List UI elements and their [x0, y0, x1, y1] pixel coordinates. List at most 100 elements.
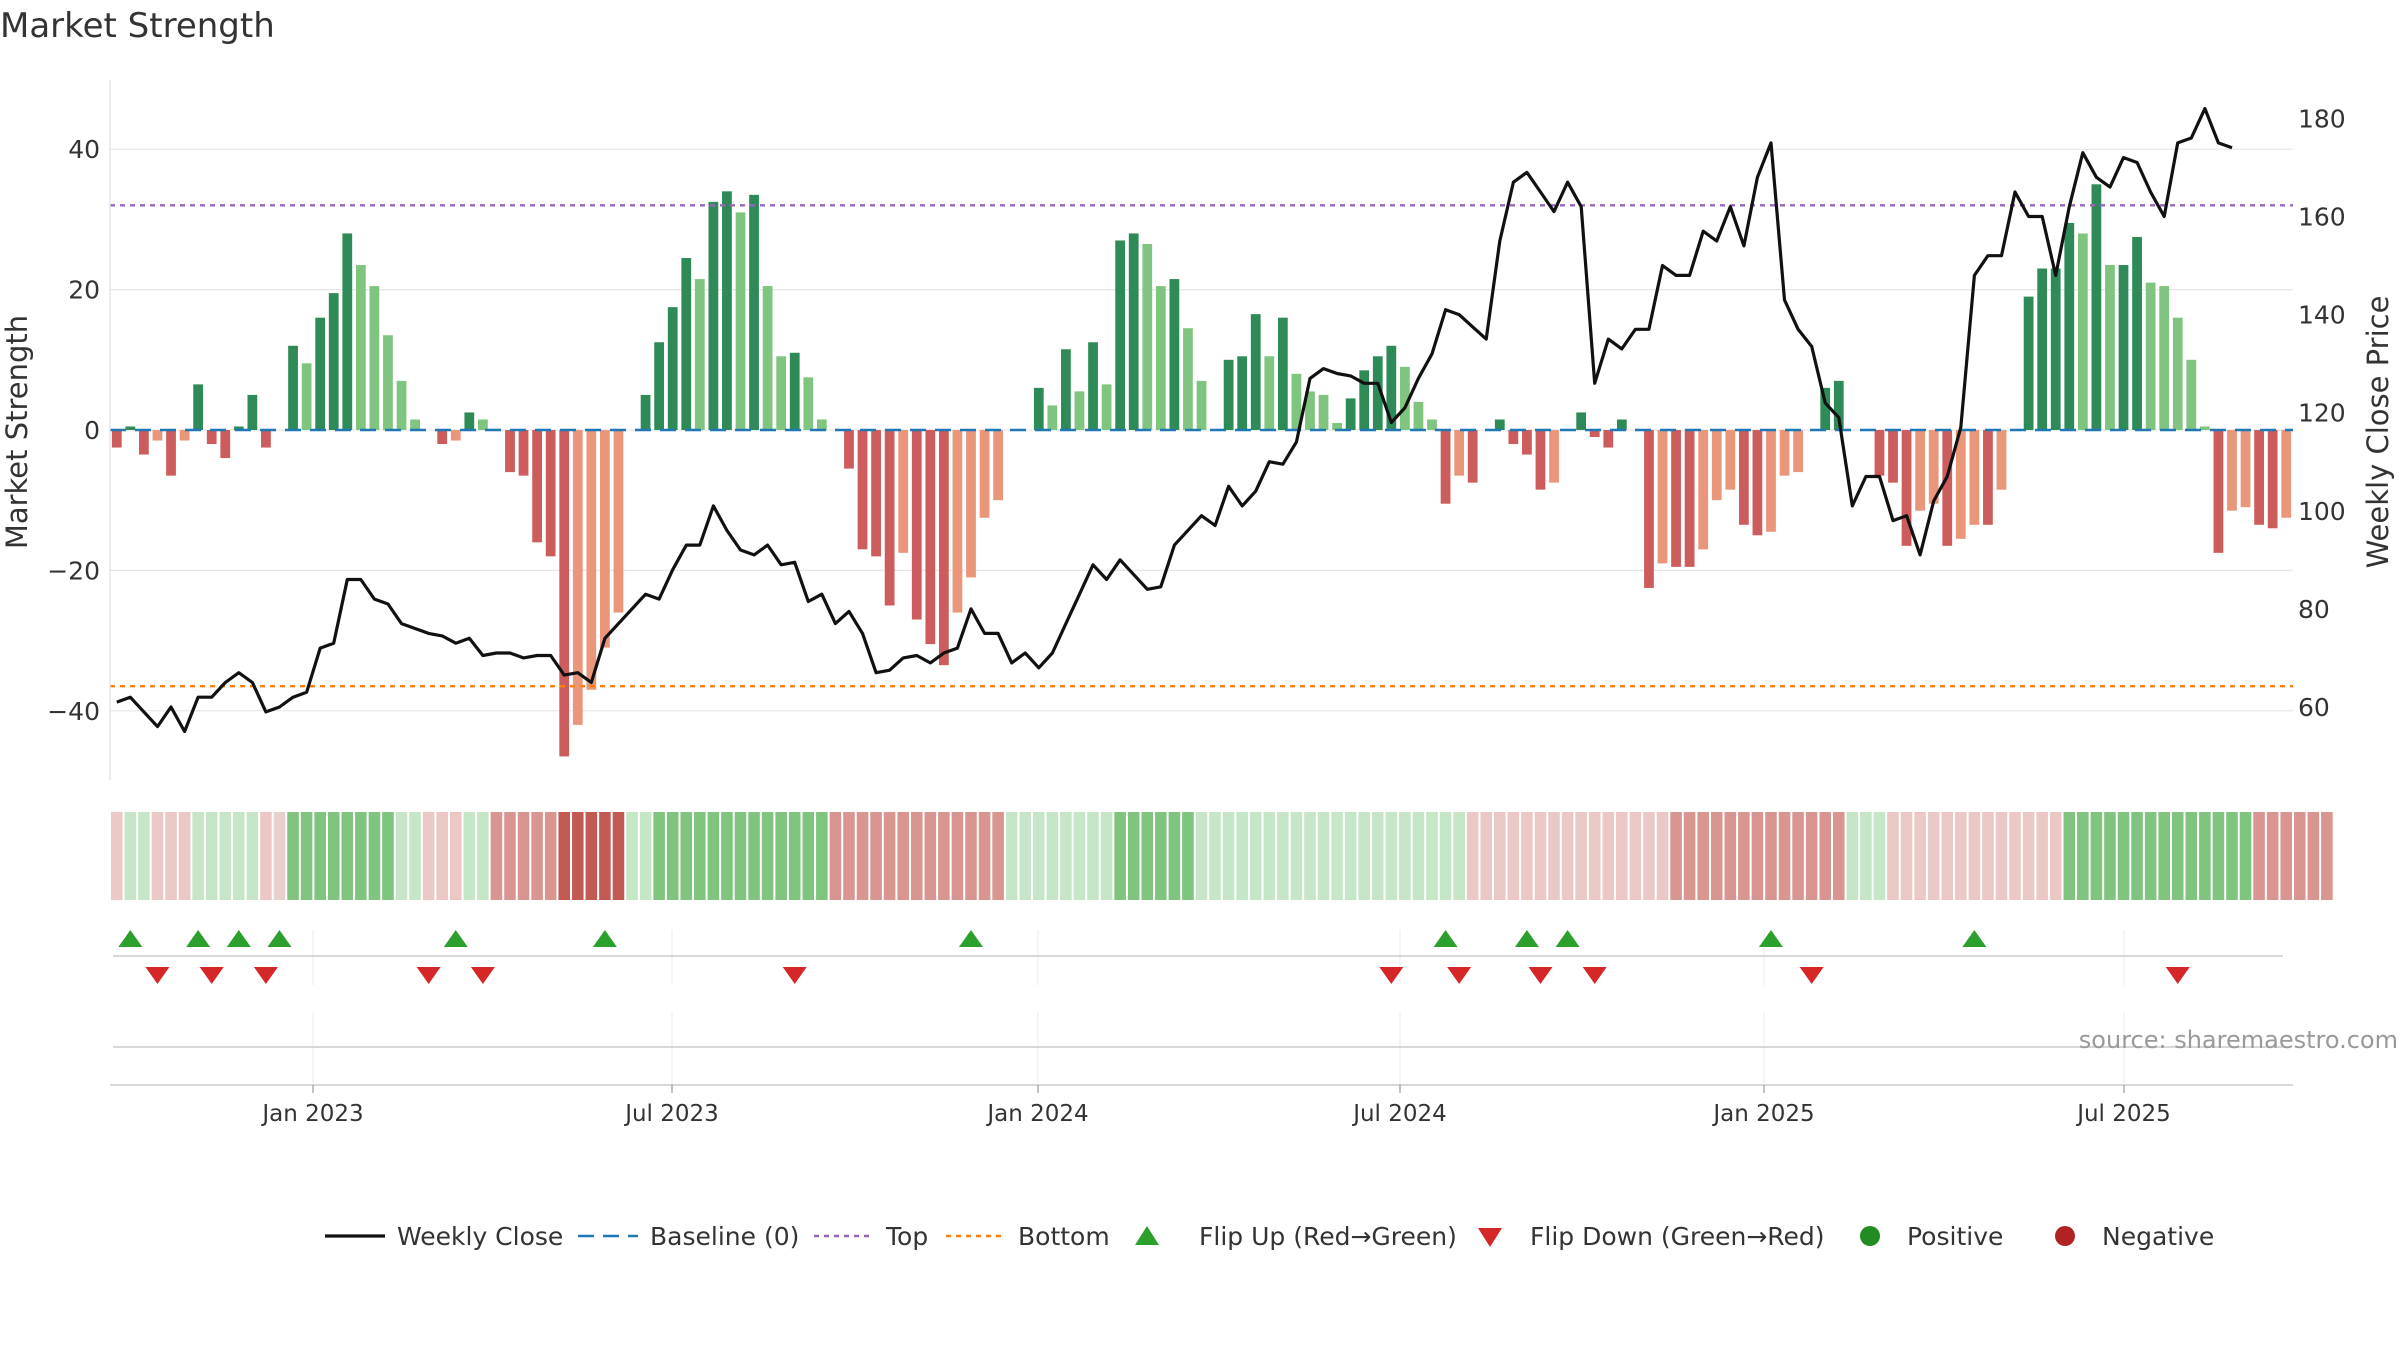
heat-band-cell [477, 812, 489, 900]
heat-band-cell [1399, 812, 1411, 900]
strength-bar [1657, 430, 1668, 564]
heat-band-cell [2266, 812, 2279, 900]
strength-bar [193, 384, 204, 430]
heat-band-cell [951, 812, 964, 900]
heat-band-cell [2280, 812, 2292, 900]
strength-bar [1291, 373, 1302, 430]
strength-bar [1047, 405, 1058, 430]
strength-bar [1386, 345, 1397, 430]
flip-down-marker [1582, 967, 1607, 984]
strength-bar [125, 426, 136, 430]
y-tick-label: −20 [47, 556, 100, 585]
strength-bar [2023, 296, 2034, 430]
heat-band-cell [1561, 812, 1574, 900]
heat-band-cell [938, 812, 950, 900]
strength-bar [857, 430, 868, 550]
heat-band-cell [2321, 812, 2333, 900]
heat-band-cell [734, 812, 747, 900]
heat-band-cell [2158, 812, 2170, 900]
strength-bar [1969, 430, 1980, 525]
legend-item: Top [814, 1222, 928, 1251]
heat-band-cell [2104, 812, 2116, 900]
strength-bar [1155, 286, 1166, 430]
strength-bar [342, 233, 353, 430]
x-tick-label: Jan 2024 [985, 1101, 1088, 1127]
heat-band-cell [178, 812, 191, 900]
heat-band-cell [151, 812, 164, 900]
strength-bar [1332, 422, 1342, 430]
heat-band-cell [436, 812, 448, 900]
heat-band-cell [1209, 812, 1221, 900]
legend-label: Top [885, 1222, 928, 1251]
strength-bar [1142, 243, 1153, 430]
heat-band-cell [2212, 812, 2225, 900]
strength-bar [952, 430, 963, 613]
heat-band-cell [992, 812, 1004, 900]
heat-band-cell [978, 812, 991, 900]
heat-band-cell [924, 812, 937, 900]
strength-bar [206, 430, 217, 445]
strength-bar [220, 430, 231, 459]
heat-band-cell [1955, 812, 1967, 900]
heat-band-cell [1588, 812, 1601, 900]
strength-bar [844, 430, 854, 469]
strength-bar [1467, 430, 1478, 483]
strength-bar [152, 430, 163, 441]
heat-band-cell [639, 812, 652, 900]
heat-band-cell [1900, 812, 1913, 900]
strength-bar [749, 194, 759, 430]
strength-bar [1522, 430, 1532, 455]
heat-band-cell [572, 812, 584, 900]
heat-band-cell [463, 812, 476, 900]
heat-band-cell [585, 812, 598, 900]
heat-band-cell [1548, 812, 1560, 900]
heat-band-cell [138, 812, 150, 900]
heat-band-cell [1114, 812, 1126, 900]
heat-band-cell [1127, 812, 1140, 900]
strength-bar [1345, 398, 1356, 430]
strength-bar [816, 419, 827, 430]
strength-bar [301, 363, 312, 430]
heat-band-cell [192, 812, 204, 900]
heat-band-cell [1371, 812, 1384, 900]
heat-band-cell [612, 812, 625, 900]
legend-swatch [1860, 1226, 1880, 1246]
strength-bar [1589, 430, 1600, 438]
strength-bar [1928, 430, 1939, 504]
strength-bar [1074, 391, 1085, 430]
heat-band-cell [273, 812, 286, 900]
heat-band-cell [1087, 812, 1099, 900]
strength-bar [477, 419, 488, 430]
heat-band-cell [694, 812, 706, 900]
heat-band-cell [1155, 812, 1167, 900]
flip-down-marker [1528, 967, 1553, 984]
heat-band-cell [2009, 812, 2021, 900]
strength-bar [288, 345, 298, 430]
strength-bar [396, 380, 407, 430]
strength-bar [1698, 430, 1709, 550]
strength-bar [708, 201, 719, 430]
heat-band-cell [1033, 812, 1045, 900]
heat-band-cell [1290, 812, 1303, 900]
heat-band-cell [2036, 812, 2048, 900]
legend: Weekly Close Baseline (0) Top Bottom Flip Up… [325, 1222, 2214, 1251]
strength-bar [532, 430, 542, 543]
heat-band-cell [219, 812, 232, 900]
x-tick-label: Jan 2023 [260, 1101, 363, 1127]
strength-bar [1427, 419, 1437, 430]
y2-tick-label: 80 [2298, 595, 2330, 624]
legend-label: Negative [2102, 1222, 2214, 1251]
y2-tick-label: 180 [2298, 104, 2346, 133]
strength-bar [762, 286, 773, 430]
y2-tick-label: 60 [2298, 693, 2330, 722]
heat-band-cell [1412, 812, 1425, 900]
strength-bar [1372, 356, 1383, 430]
heat-band-cell [422, 812, 435, 900]
strength-bar [1508, 430, 1519, 445]
strength-bar [735, 212, 746, 430]
heat-band-cell [1249, 812, 1262, 900]
y2-tick-label: 140 [2298, 301, 2346, 330]
x-tick-label: Jan 2025 [1711, 1101, 1814, 1127]
heat-band-cell [897, 812, 909, 900]
